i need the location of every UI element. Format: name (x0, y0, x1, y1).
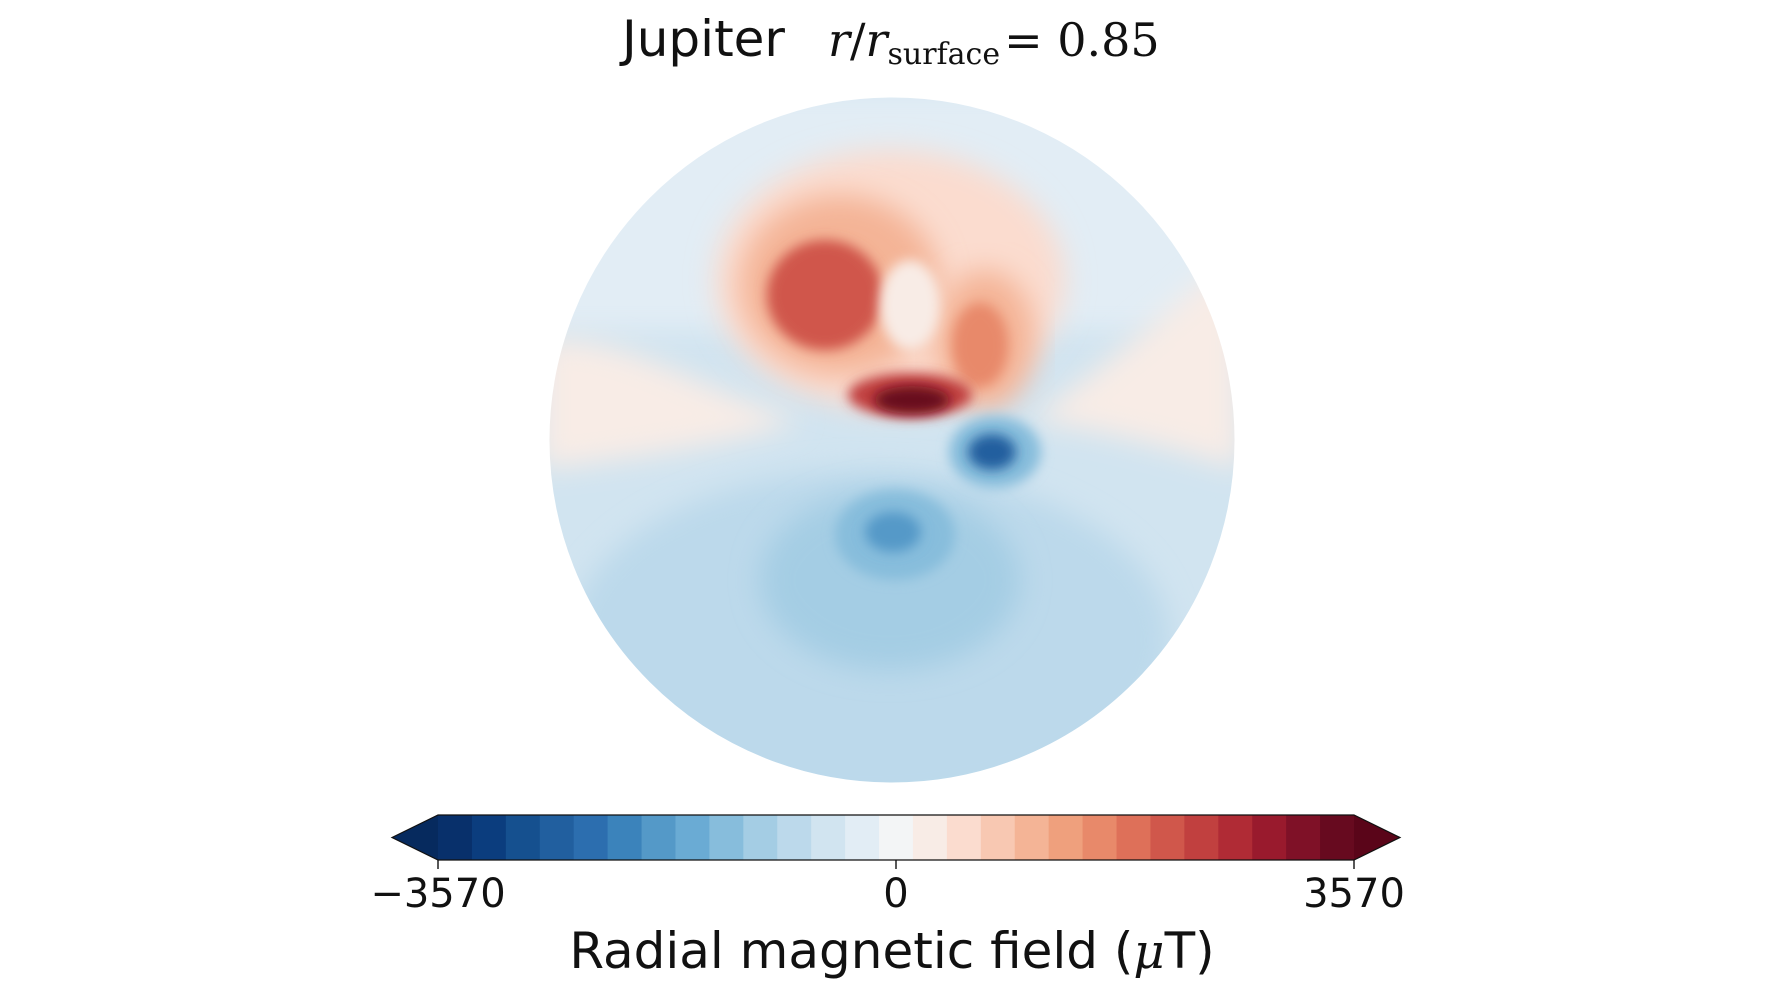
colorbar-level (811, 815, 846, 860)
colorbar-level (1116, 815, 1152, 860)
colorbar-level (1048, 815, 1084, 860)
colorbar-tick-label: 0 (883, 871, 908, 917)
colorbar-level (1014, 815, 1050, 860)
colorbar-level (675, 815, 711, 860)
colorbar-level (641, 815, 677, 860)
colorbar-level (777, 815, 812, 860)
colorbar-level (912, 815, 948, 860)
chart-title: Jupiter r/rsurface= 0.85 (619, 10, 1160, 72)
colorbar-level (1184, 815, 1219, 860)
colorbar-level (879, 815, 914, 860)
weak-band-right (1030, 250, 1235, 470)
colorbar-level (573, 815, 609, 860)
colorbar-level (743, 815, 778, 860)
colorbar-level (845, 815, 880, 860)
colorbar-extend-max (1354, 815, 1400, 860)
title-ratio-numerator: r (828, 13, 853, 67)
colorbar-label-unit: T) (1164, 922, 1215, 980)
colorbar-label-text: Radial magnetic field ( (569, 922, 1133, 980)
weak-band-left (549, 338, 800, 470)
colorbar-level (1218, 815, 1253, 860)
positive-crescent-core (874, 386, 950, 414)
disk-outline (548, 96, 1236, 784)
colorbar-ticks: −3570 0 3570 (370, 860, 1405, 917)
colorbar-level (438, 815, 473, 860)
colorbar-level (1082, 815, 1118, 860)
colorbar-level (539, 815, 575, 860)
colorbar: −3570 0 3570 Radial magnetic field (μT) (370, 814, 1405, 980)
colorbar-level (980, 815, 1016, 860)
positive-lobe-right (952, 303, 1008, 387)
colorbar-level (1286, 815, 1321, 860)
colorbar-tick-label: 3570 (1303, 871, 1405, 917)
positive-lobe-left (767, 240, 883, 350)
colorbar-level (607, 815, 643, 860)
title-ratio-value: = 0.85 (1004, 13, 1160, 67)
title-ratio-denominator: r (866, 13, 891, 67)
colorbar-label: Radial magnetic field (μT) (569, 922, 1214, 980)
colorbar-level (1150, 815, 1185, 860)
title-body: Jupiter (619, 10, 785, 68)
field-blobs (549, 97, 1235, 783)
title-ratio: r/rsurface= 0.85 (828, 13, 1160, 72)
title-ratio-subscript: surface (888, 37, 1001, 72)
field-layers (549, 97, 1235, 783)
colorbar-level (946, 815, 982, 860)
colorbar-extend-min (392, 815, 438, 860)
positive-gap (880, 260, 940, 350)
colorbar-label-mu: μ (1133, 924, 1164, 980)
map-disk (548, 96, 1236, 784)
colorbar-tick-label: −3570 (370, 871, 505, 917)
colorbar-level (709, 815, 744, 860)
colorbar-level (505, 815, 541, 860)
colorbar-level (1252, 815, 1287, 860)
negative-spot-lower (865, 512, 921, 552)
colorbar-level (1320, 815, 1355, 860)
negative-spot-right (968, 434, 1016, 470)
colorbar-cells (438, 815, 1355, 860)
colorbar-level (471, 815, 507, 860)
